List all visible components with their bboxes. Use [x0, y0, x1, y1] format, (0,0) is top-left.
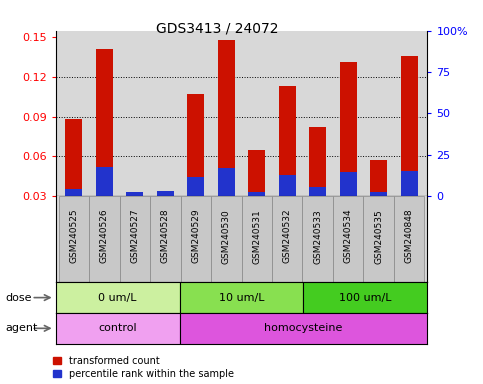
Bar	[309, 127, 326, 196]
Text: GSM240529: GSM240529	[191, 209, 200, 263]
Bar	[127, 192, 143, 196]
Bar	[370, 160, 387, 196]
Bar	[150, 196, 181, 282]
Bar	[363, 196, 394, 282]
Text: GSM240531: GSM240531	[252, 209, 261, 263]
Bar	[96, 167, 113, 196]
Bar	[187, 177, 204, 196]
Text: GDS3413 / 24072: GDS3413 / 24072	[156, 21, 279, 35]
Bar	[248, 150, 265, 196]
Bar	[127, 193, 143, 196]
Text: GSM240528: GSM240528	[161, 209, 170, 263]
Bar	[66, 119, 82, 196]
Bar	[302, 196, 333, 282]
Bar	[96, 49, 113, 196]
Text: GSM240525: GSM240525	[70, 209, 78, 263]
Bar	[211, 196, 242, 282]
Bar	[248, 192, 265, 196]
Bar	[157, 192, 174, 196]
Bar	[181, 196, 211, 282]
Bar	[242, 196, 272, 282]
Text: agent: agent	[6, 323, 38, 333]
Text: control: control	[98, 323, 137, 333]
Bar	[58, 196, 89, 282]
Bar	[279, 86, 296, 196]
Bar	[333, 196, 363, 282]
Legend: transformed count, percentile rank within the sample: transformed count, percentile rank withi…	[53, 356, 234, 379]
Bar	[89, 196, 120, 282]
Bar	[180, 282, 303, 313]
Bar	[180, 313, 427, 344]
Text: GSM240532: GSM240532	[283, 209, 292, 263]
Text: 10 um/L: 10 um/L	[219, 293, 264, 303]
Text: GSM240535: GSM240535	[374, 209, 383, 263]
Bar	[303, 282, 427, 313]
Text: GSM240534: GSM240534	[344, 209, 353, 263]
Text: homocysteine: homocysteine	[264, 323, 342, 333]
Bar	[157, 190, 174, 196]
Bar	[401, 171, 417, 196]
Bar	[187, 94, 204, 196]
Bar	[394, 196, 425, 282]
Bar	[120, 196, 150, 282]
Text: GSM240526: GSM240526	[100, 209, 109, 263]
Bar	[279, 175, 296, 196]
Bar	[56, 313, 180, 344]
Bar	[401, 56, 417, 196]
Bar	[309, 187, 326, 196]
Text: 0 um/L: 0 um/L	[98, 293, 137, 303]
Bar	[340, 172, 356, 196]
Text: dose: dose	[6, 293, 32, 303]
Bar	[66, 189, 82, 196]
Bar	[218, 168, 235, 196]
Bar	[56, 282, 180, 313]
Bar	[370, 192, 387, 196]
Text: GSM240848: GSM240848	[405, 209, 413, 263]
Bar	[340, 63, 356, 196]
Text: GSM240527: GSM240527	[130, 209, 139, 263]
Text: GSM240533: GSM240533	[313, 209, 322, 263]
Text: GSM240530: GSM240530	[222, 209, 231, 263]
Bar	[218, 40, 235, 196]
Text: 100 um/L: 100 um/L	[339, 293, 392, 303]
Bar	[272, 196, 302, 282]
